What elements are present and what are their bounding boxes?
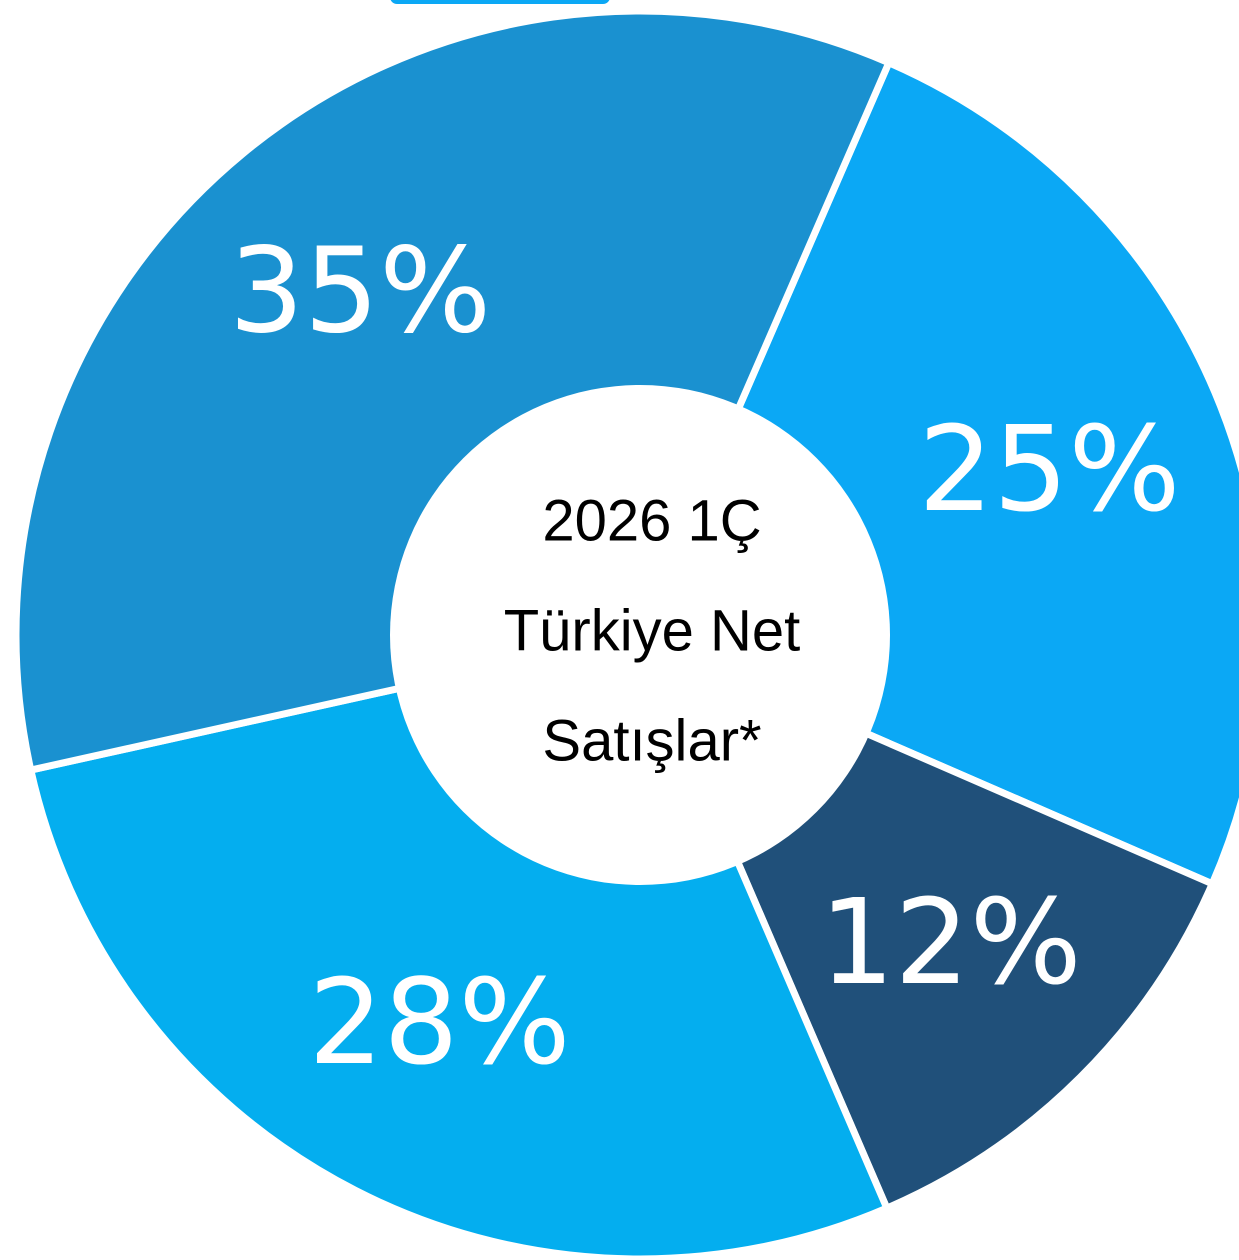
value-label: 12% <box>819 873 1081 1011</box>
center-label: Türkiye Net <box>504 598 801 663</box>
value-label: 25% <box>918 400 1180 538</box>
center-label: 2026 1Ç <box>542 488 761 553</box>
value-label: 28% <box>308 953 570 1091</box>
slice <box>12 7 894 775</box>
decoration <box>390 0 610 4</box>
value-label: 35% <box>229 222 491 360</box>
donut-hole <box>390 385 890 885</box>
center-label: Satışlar* <box>542 708 761 773</box>
